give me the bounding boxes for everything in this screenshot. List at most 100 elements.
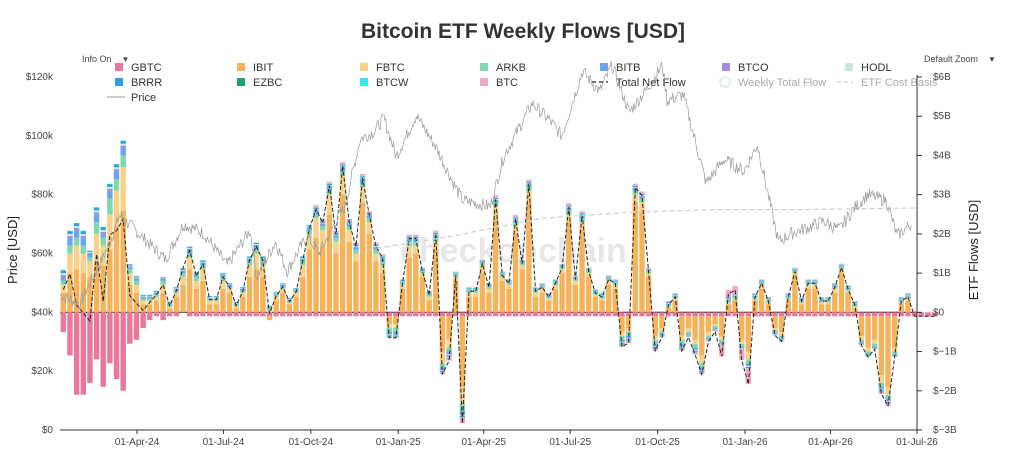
bar-ibit: [353, 261, 359, 313]
bar-gbtc: [339, 312, 346, 317]
bar-bitb: [153, 292, 160, 295]
bar-hodl: [319, 222, 326, 224]
legend-item-etf-cost-basis[interactable]: ETF Cost Basis: [837, 77, 938, 89]
bar-arkb: [539, 286, 545, 289]
bar-gbtc: [838, 312, 845, 317]
bar-brrr: [193, 272, 200, 274]
bar-fbtc: [878, 375, 885, 383]
bar-bitb: [266, 307, 273, 309]
legend-item-fbtc[interactable]: FBTC: [360, 62, 405, 74]
bar-gbtc: [333, 312, 339, 317]
bar-ibit: [639, 210, 645, 313]
bar-arkb: [379, 261, 386, 266]
legend-item-hodl[interactable]: HODL: [845, 62, 892, 74]
legend-item-ezbc[interactable]: EZBC: [237, 77, 282, 89]
bar-hodl: [386, 334, 392, 336]
bar-fbtc: [532, 292, 539, 297]
bar-gbtc: [625, 312, 632, 317]
bar-arkb: [419, 271, 426, 274]
bar-btco: [93, 212, 100, 215]
bar-btc: [532, 287, 539, 289]
bar-gbtc: [153, 312, 160, 317]
legend-label: HODL: [861, 62, 892, 74]
y-tick-left: $80k: [31, 190, 54, 201]
bar-ibit: [346, 241, 353, 313]
bar-fbtc: [273, 296, 279, 301]
legend-item-btc[interactable]: BTC: [480, 77, 518, 89]
bar-fbtc: [160, 284, 166, 293]
bar-fbtc: [127, 273, 133, 285]
bar-gbtc: [499, 312, 505, 317]
bar-bitb: [160, 278, 166, 281]
bar-fbtc: [592, 294, 599, 297]
bar-gbtc: [346, 312, 353, 317]
zoom-select[interactable]: Default Zoom ▼: [924, 54, 996, 64]
bar-bitb: [127, 267, 133, 270]
bar-fbtc: [113, 190, 120, 227]
bar-ibit: [605, 284, 612, 313]
bar-ibit: [825, 304, 831, 313]
bar-btco: [200, 262, 206, 264]
legend-item-total-net-flow[interactable]: Total Net Flow: [592, 77, 686, 89]
bar-arkb: [865, 351, 871, 354]
bar-gbtc: [905, 312, 911, 317]
zoom-select-label: Default Zoom: [924, 54, 979, 64]
info-toggle[interactable]: Info On ▼: [82, 54, 129, 64]
bar-fbtc: [838, 269, 845, 274]
bar-ibit: [413, 253, 419, 313]
bar-fbtc: [758, 284, 765, 289]
legend-item-gbtc[interactable]: GBTC: [115, 62, 162, 74]
bar-fbtc: [519, 265, 525, 270]
legend-swatch: [722, 63, 730, 71]
bar-btc: [818, 297, 825, 298]
bar-fbtc: [552, 284, 559, 289]
bar-fbtc: [180, 277, 186, 285]
bar-arkb: [319, 226, 326, 230]
legend-item-weekly-total-flow[interactable]: Weekly Total Flow: [719, 76, 826, 89]
y-tick-right: $3B: [933, 190, 951, 201]
bar-bitb: [333, 235, 339, 238]
bar-arkb: [353, 249, 359, 254]
bar-fbtc: [858, 335, 865, 340]
y-tick-right: $−2B: [933, 386, 957, 397]
bar-fbtc: [459, 386, 466, 403]
bar-fbtc: [752, 298, 758, 301]
bar-ibit: [579, 229, 585, 313]
bar-bitb: [705, 337, 712, 339]
bar-bitb: [60, 277, 67, 281]
bar-bitb: [765, 299, 772, 301]
legend-item-btcw[interactable]: BTCW: [360, 77, 409, 89]
legend-item-ibit[interactable]: IBIT: [237, 62, 273, 74]
bar-fbtc: [313, 218, 319, 238]
legend-item-bitb[interactable]: BITB: [600, 62, 640, 74]
bar-bitb: [738, 345, 745, 347]
bar-bitb: [133, 278, 140, 281]
bar-gbtc: [80, 312, 86, 395]
legend-item-btco[interactable]: BTCO: [722, 62, 769, 74]
bar-fbtc: [73, 245, 80, 270]
bar-bitb: [366, 216, 372, 219]
bar-arkb: [605, 278, 612, 281]
bar-ibit: [286, 304, 293, 313]
bar-arkb: [871, 343, 878, 346]
bar-fbtc: [319, 229, 326, 246]
bar-brrr: [93, 208, 100, 211]
bar-bitb: [253, 245, 259, 250]
legend-item-price[interactable]: Price: [107, 92, 156, 104]
y-tick-left: $40k: [31, 307, 54, 318]
bar-gbtc: [466, 312, 472, 317]
bar-bitb: [193, 275, 200, 278]
bar-hodl: [93, 210, 100, 213]
legend-item-arkb[interactable]: ARKB: [480, 62, 526, 74]
bar-btc: [586, 267, 592, 269]
bar-btc: [512, 215, 519, 218]
bar-arkb: [506, 282, 512, 285]
bar-fbtc: [679, 335, 685, 340]
legend-item-brrr[interactable]: BRRR: [115, 77, 162, 89]
bars: [60, 140, 938, 424]
y-tick-right: $0: [933, 307, 945, 318]
bar-fbtc: [200, 269, 206, 281]
bar-gbtc: [632, 312, 639, 317]
bar-hodl: [180, 269, 186, 271]
bar-ibit: [546, 300, 552, 313]
